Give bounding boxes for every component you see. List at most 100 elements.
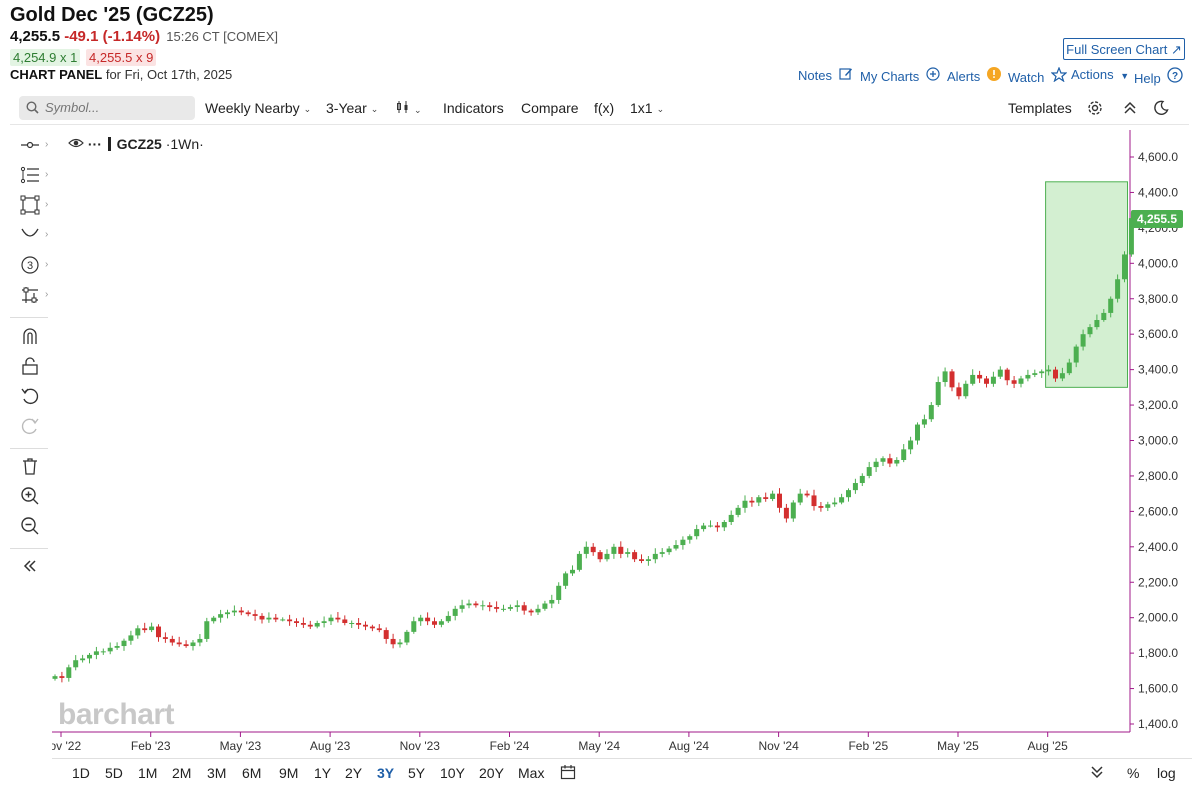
candle-body	[142, 628, 148, 631]
candle-body	[280, 619, 286, 621]
magnet-icon[interactable]	[20, 326, 44, 350]
candle-body	[218, 614, 224, 618]
timeframe-max[interactable]: Max	[518, 765, 545, 781]
candle-body	[1080, 334, 1086, 347]
y-tick-label: 1,800.0	[1138, 646, 1178, 660]
actions-menu[interactable]: Actions ▼	[1071, 67, 1129, 82]
templates-button[interactable]: Templates	[1008, 100, 1072, 116]
timeframe-3m[interactable]: 3M	[207, 765, 227, 781]
settings-gear-icon[interactable]	[1087, 100, 1103, 119]
period-dropdown[interactable]: 3-Year ⌄	[326, 100, 378, 116]
candle-body	[466, 603, 472, 606]
timeframe-1d[interactable]: 1D	[72, 765, 90, 781]
symbol-search[interactable]	[19, 96, 195, 120]
legend-interval: ·1Wn·	[165, 136, 204, 152]
line-tool-icon[interactable]: ›	[20, 135, 48, 159]
candle-body	[418, 617, 424, 622]
zoom-in-icon[interactable]	[20, 486, 44, 510]
timeframe-10y[interactable]: 10Y	[440, 765, 465, 781]
candle-body	[183, 644, 189, 647]
collapse-up-icon[interactable]	[1123, 100, 1137, 119]
y-tick-label: 1,600.0	[1138, 682, 1178, 696]
symbol-input[interactable]	[43, 99, 187, 116]
compare-button[interactable]: Compare	[521, 100, 579, 116]
indicators-button[interactable]: Indicators	[443, 100, 504, 116]
function-button[interactable]: f(x)	[594, 100, 615, 116]
chevron-down-icon: ⌄	[370, 104, 379, 114]
help-label: Help	[1134, 71, 1161, 86]
candle-body	[473, 603, 479, 606]
candle-body	[742, 500, 748, 508]
x-tick-label: Feb '23	[131, 739, 171, 753]
measure-tool-icon[interactable]: ›	[20, 285, 48, 309]
eye-icon[interactable]	[68, 136, 88, 152]
candle-body	[756, 497, 762, 503]
candle-body	[404, 631, 410, 643]
notes-link[interactable]: Notes	[798, 67, 853, 83]
timeframe-1m[interactable]: 1M	[138, 765, 158, 781]
timeframe-2m[interactable]: 2M	[172, 765, 192, 781]
redo-icon[interactable]	[20, 416, 44, 440]
candle-body	[480, 605, 486, 607]
candle-body	[949, 371, 955, 388]
calendar-icon[interactable]	[560, 764, 576, 785]
dark-mode-moon-icon[interactable]	[1153, 100, 1169, 119]
timeframe-5y[interactable]: 5Y	[408, 765, 426, 781]
watch-link[interactable]: Watch	[1008, 66, 1068, 85]
chart-type-dropdown[interactable]: ⌄	[396, 100, 422, 117]
full-screen-chart-button[interactable]: Full Screen Chart ↗	[1063, 38, 1185, 60]
timeframe-6m[interactable]: 6M	[242, 765, 262, 781]
undo-icon[interactable]	[20, 386, 44, 410]
timeframe-5d[interactable]: 5D	[105, 765, 123, 781]
candle-body	[1018, 378, 1024, 384]
fibonacci-tool-icon[interactable]: ›	[20, 165, 48, 189]
interval-dropdown[interactable]: Weekly Nearby ⌄	[205, 100, 311, 116]
period-label: 3-Year	[326, 100, 367, 116]
timeframe-20y[interactable]: 20Y	[479, 765, 504, 781]
candle-body	[873, 461, 879, 468]
unlock-icon[interactable]	[20, 356, 44, 380]
candle-body	[645, 559, 651, 561]
candle-body	[935, 382, 941, 406]
candle-body	[66, 667, 72, 678]
candle-body	[521, 605, 527, 611]
candle-body	[169, 638, 175, 643]
timeframe-3y[interactable]: 3Y	[377, 765, 395, 781]
y-tick-label: 2,000.0	[1138, 611, 1178, 625]
price-chart[interactable]: 4,600.04,400.04,200.04,000.03,800.03,600…	[52, 130, 1192, 758]
zoom-out-icon[interactable]	[20, 516, 44, 540]
collapse-toolbar-icon[interactable]	[20, 556, 44, 580]
help-link[interactable]: Help ?	[1134, 67, 1184, 86]
last-price-tag: 4,255.5	[1131, 210, 1183, 228]
search-icon	[26, 101, 39, 114]
alerts-link[interactable]: Alerts	[947, 67, 1001, 84]
candle-body	[797, 493, 803, 503]
more-options-icon[interactable]: ···	[87, 136, 102, 152]
trash-icon[interactable]	[20, 456, 44, 480]
candle-body	[735, 507, 741, 515]
alert-icon	[986, 67, 1001, 84]
collapse-down-icon[interactable]	[1090, 764, 1104, 785]
candle-body	[238, 610, 244, 613]
candle-body	[432, 621, 437, 625]
timeframe-2y[interactable]: 2Y	[345, 765, 363, 781]
layout-dropdown[interactable]: 1x1 ⌄	[630, 100, 664, 116]
my-charts-link[interactable]: My Charts	[860, 67, 940, 84]
chart-panel-title: CHART PANEL	[10, 67, 103, 82]
star-icon	[1050, 66, 1068, 85]
log-scale-toggle[interactable]: log	[1157, 765, 1176, 781]
candle-body	[204, 621, 210, 639]
candle-body	[59, 676, 65, 678]
count-tool-icon[interactable]: 3 ›	[20, 255, 48, 279]
candle-body	[225, 612, 230, 615]
timeframe-1y[interactable]: 1Y	[314, 765, 332, 781]
chevron-down-icon: ⌄	[656, 104, 665, 114]
timeframe-9m[interactable]: 9M	[279, 765, 299, 781]
rectangle-tool-icon[interactable]: ›	[20, 195, 48, 219]
last-price: 4,255.5	[10, 28, 61, 45]
candle-body	[970, 374, 976, 384]
candle-body	[901, 449, 907, 460]
percent-scale-toggle[interactable]: %	[1127, 765, 1140, 781]
x-tick-label: May '24	[578, 739, 620, 753]
arc-tool-icon[interactable]: ›	[20, 225, 48, 249]
